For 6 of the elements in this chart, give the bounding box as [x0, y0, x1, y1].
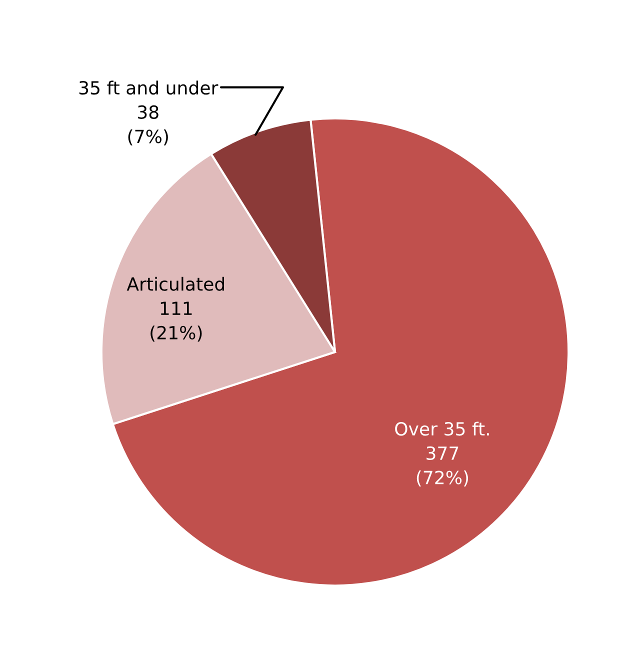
data-label: 377 (72%) — [416, 446, 468, 486]
slice-label: Over 35 ft. — [395, 422, 489, 436]
slice-label: 35 ft and under — [79, 80, 218, 95]
data-label: 111 (21%) — [150, 302, 202, 342]
data-label: 38 (7%) — [128, 105, 168, 146]
slice-label: Articulated — [126, 276, 224, 291]
